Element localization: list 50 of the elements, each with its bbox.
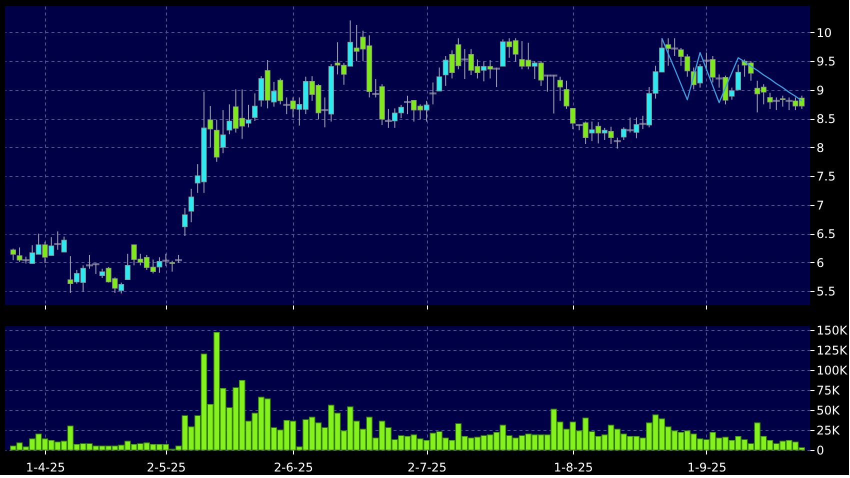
x-tick-label: 2-5-25 xyxy=(146,460,186,474)
candlestick xyxy=(252,92,258,122)
candlestick xyxy=(10,248,16,261)
y-tick-label: 8.5 xyxy=(816,112,836,126)
x-tick-label: 1-8-25 xyxy=(554,460,593,474)
candlestick xyxy=(772,96,780,111)
y-tick-label: 100K xyxy=(816,364,848,378)
candlestick xyxy=(384,108,392,128)
candlestick xyxy=(182,207,188,236)
candlestick xyxy=(188,188,194,223)
x-tick-label: 1-4-25 xyxy=(26,460,66,474)
candlestick xyxy=(614,137,621,150)
candlestick xyxy=(321,96,328,128)
candlestick xyxy=(169,260,175,272)
candlestick xyxy=(162,253,170,266)
candlestick xyxy=(429,82,436,105)
y-tick-label: 9.5 xyxy=(816,54,836,69)
candlestick xyxy=(671,38,678,57)
candlestick xyxy=(124,253,130,280)
candlestick xyxy=(372,78,380,98)
y-tick-label: 7.5 xyxy=(816,170,836,184)
candlestick xyxy=(570,108,576,130)
candlestick xyxy=(54,230,62,250)
candlestick xyxy=(786,96,793,111)
candlestick xyxy=(436,67,442,92)
candlestick xyxy=(404,95,411,115)
y-tick-label: 7 xyxy=(816,198,824,212)
y-tick-label: 150K xyxy=(816,324,848,338)
candlestick xyxy=(639,115,646,130)
y-tick-label: 9 xyxy=(816,83,824,98)
y-tick-label: 6 xyxy=(816,256,824,270)
y-tick-label: 50K xyxy=(816,404,841,418)
y-tick-label: 6.5 xyxy=(816,227,836,242)
y-tick-label: 75K xyxy=(816,384,841,398)
x-tick-label: 2-7-25 xyxy=(407,460,447,474)
candlestick xyxy=(626,117,634,133)
candlestick xyxy=(716,74,723,88)
y-tick-label: 8 xyxy=(816,140,824,155)
x-tick-label: 1-9-25 xyxy=(687,460,727,474)
y-tick-label: 10 xyxy=(816,26,832,40)
x-tick-label: 2-6-25 xyxy=(274,460,314,474)
candlestick xyxy=(493,67,500,88)
candlestick xyxy=(564,80,570,110)
y-tick-label: 25K xyxy=(816,424,841,438)
candlestick xyxy=(557,76,563,102)
y-tick-label: 0 xyxy=(816,444,824,458)
y-tick-label: 125K xyxy=(816,344,848,358)
candlestick xyxy=(283,96,290,115)
candlestick xyxy=(461,48,468,80)
y-tick-label: 5.5 xyxy=(816,284,836,299)
